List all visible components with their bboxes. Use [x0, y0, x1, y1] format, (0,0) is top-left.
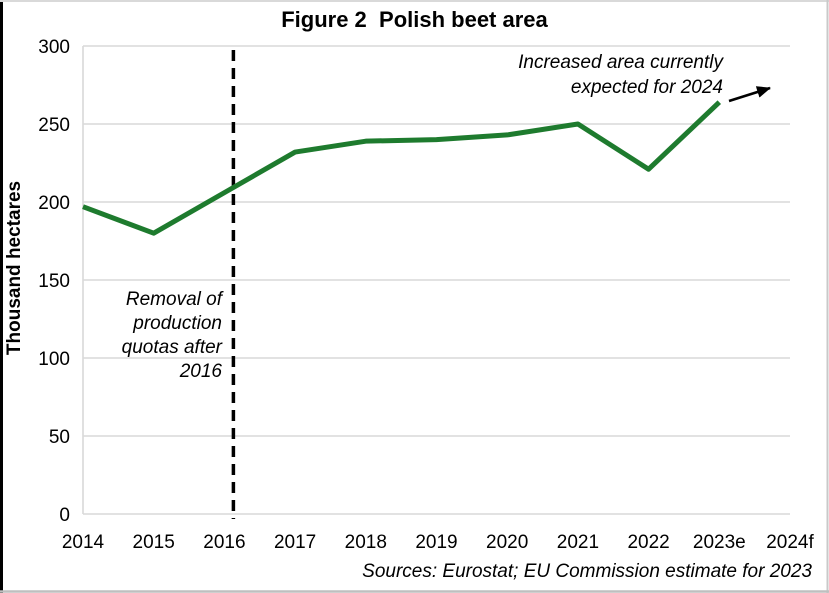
y-tick-label: 50	[49, 427, 70, 448]
x-tick-label: 2019	[415, 532, 457, 553]
x-tick-label: 2018	[345, 532, 387, 553]
y-tick-label: 150	[38, 271, 70, 292]
x-tick-label: 2017	[274, 532, 316, 553]
annotation-quota-removal: Removal of production quotas after 2016	[121, 289, 222, 382]
x-tick-label: 2014	[62, 532, 105, 553]
x-tick-label: 2023e	[693, 532, 746, 553]
y-tick-label: 250	[38, 115, 70, 136]
y-tick-label: 100	[38, 349, 70, 370]
y-tick-label: 200	[38, 193, 70, 214]
annotation-expected-2024: Increased area currently expected for 20…	[518, 52, 723, 98]
x-tick-label: 2024f	[766, 532, 814, 553]
trend-arrow-icon	[728, 86, 771, 103]
x-tick-label: 2015	[133, 532, 175, 553]
data-line	[82, 100, 722, 236]
x-tick-label: 2021	[557, 532, 599, 553]
y-tick-label: 0	[59, 505, 70, 526]
x-tick-label: 2022	[627, 532, 669, 553]
y-tick-label: 300	[38, 37, 70, 58]
x-tick-label: 2016	[203, 532, 245, 553]
x-tick-label: 2020	[486, 532, 528, 553]
source-note: Sources: Eurostat; EU Commission estimat…	[362, 561, 812, 582]
chart-title: Figure 2 Polish beet area	[281, 7, 548, 32]
y-axis-title: Thousand hectares	[4, 180, 25, 356]
